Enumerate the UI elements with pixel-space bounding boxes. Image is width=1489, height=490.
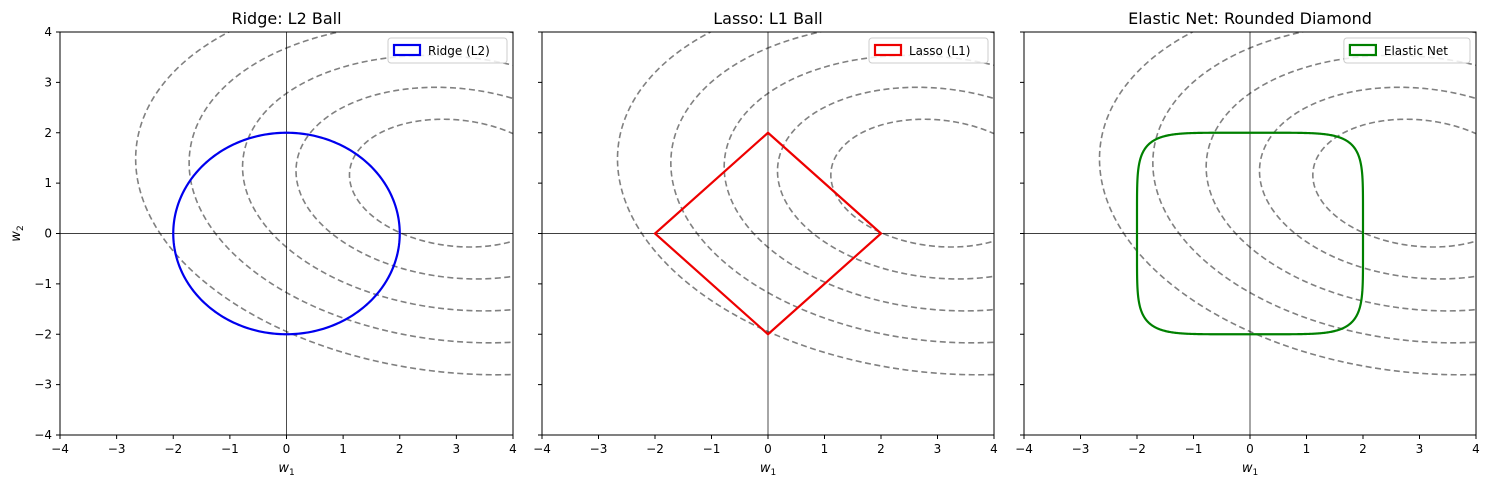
loss-contour-4 [670, 32, 994, 344]
x-tick-label: 4 [509, 442, 517, 456]
x-axis-label: w1 [760, 461, 776, 478]
subplot-title: Elastic Net: Rounded Diamond [1128, 9, 1372, 28]
legend-swatch [392, 43, 422, 57]
plot-area [542, 32, 994, 435]
y-tick-label: −1 [34, 277, 52, 291]
loss-contour-3 [241, 54, 513, 312]
x-tick-label: 0 [764, 442, 772, 456]
x-tick-label: 4 [1472, 442, 1480, 456]
x-tick-label: −3 [590, 442, 608, 456]
legend: Ridge (L2) [387, 37, 508, 64]
subplot-1: −4 −3 −2 −1 0 1 2 3 4 −4 −3 −2 −1 0 1 2 3 4 Ridge: L2 Ball… [9, 9, 517, 478]
plot-area [1024, 32, 1476, 435]
y-tick-label: 3 [44, 75, 52, 89]
y-axis-label: w2 [9, 225, 26, 241]
x-tick-label: −4 [533, 442, 551, 456]
y-tick-label: 4 [44, 25, 52, 39]
subplot-title: Ridge: L2 Ball [231, 9, 341, 28]
x-tick-label: 3 [934, 442, 942, 456]
subplot-3: −4 −3 −2 −1 0 1 2 3 4 Elastic Net: Rounded Diamon… [1015, 9, 1480, 478]
x-tick-label: −3 [1072, 442, 1090, 456]
loss-contour-1 [348, 118, 513, 248]
x-tick-label: 3 [453, 442, 461, 456]
loss-contour-1 [1312, 118, 1476, 248]
constraint-region [653, 131, 883, 336]
y-tick-label: 1 [44, 176, 52, 190]
loss-contour-2 [295, 86, 513, 280]
y-tick-label: 2 [44, 126, 52, 140]
x-tick-label: 2 [1359, 442, 1367, 456]
y-tick-label: −2 [34, 327, 52, 341]
constraint-region [1135, 131, 1365, 336]
x-tick-label: 2 [396, 442, 404, 456]
loss-contour-3 [723, 54, 994, 312]
x-axis-label: w1 [278, 461, 294, 478]
x-tick-label: −1 [703, 442, 721, 456]
y-tick-label: −4 [34, 428, 52, 442]
subplot-title: Lasso: L1 Ball [713, 9, 823, 28]
x-tick-label: −4 [51, 442, 69, 456]
x-tick-label: 1 [1303, 442, 1311, 456]
x-tick-label: 1 [339, 442, 347, 456]
legend: Elastic Net [1343, 37, 1471, 64]
x-axis-label: w1 [1242, 461, 1258, 478]
x-tick-label: −1 [221, 442, 239, 456]
x-tick-label: −2 [1128, 442, 1146, 456]
x-tick-label: −1 [1185, 442, 1203, 456]
x-tick-label: 2 [877, 442, 885, 456]
x-tick-label: 4 [990, 442, 998, 456]
loss-contour-1 [830, 118, 994, 248]
y-tick-label: 0 [44, 227, 52, 241]
legend-swatch [873, 43, 903, 57]
loss-contour-2 [1258, 86, 1476, 280]
legend-swatch [1348, 43, 1378, 57]
constraint-region [172, 131, 401, 336]
legend: Lasso (L1) [868, 37, 989, 64]
x-tick-label: 0 [283, 442, 291, 456]
legend-label: Elastic Net [1384, 44, 1448, 58]
x-tick-label: 1 [821, 442, 829, 456]
x-tick-label: −3 [108, 442, 126, 456]
x-tick-label: −2 [646, 442, 664, 456]
plot-area [60, 32, 513, 435]
y-tick-label: −3 [34, 378, 52, 392]
loss-contour-4 [188, 32, 513, 344]
loss-contour-3 [1205, 54, 1476, 312]
legend-label: Lasso (L1) [909, 44, 970, 58]
subplot-2: −4 −3 −2 −1 0 1 2 3 4 Lasso: L1 Ball w1 Lasso (L1) [533, 9, 998, 478]
loss-contour-4 [1152, 32, 1476, 344]
x-tick-label: −4 [1015, 442, 1033, 456]
x-tick-label: −2 [164, 442, 182, 456]
legend-label: Ridge (L2) [428, 44, 490, 58]
x-tick-label: 3 [1416, 442, 1424, 456]
x-tick-label: 0 [1246, 442, 1254, 456]
